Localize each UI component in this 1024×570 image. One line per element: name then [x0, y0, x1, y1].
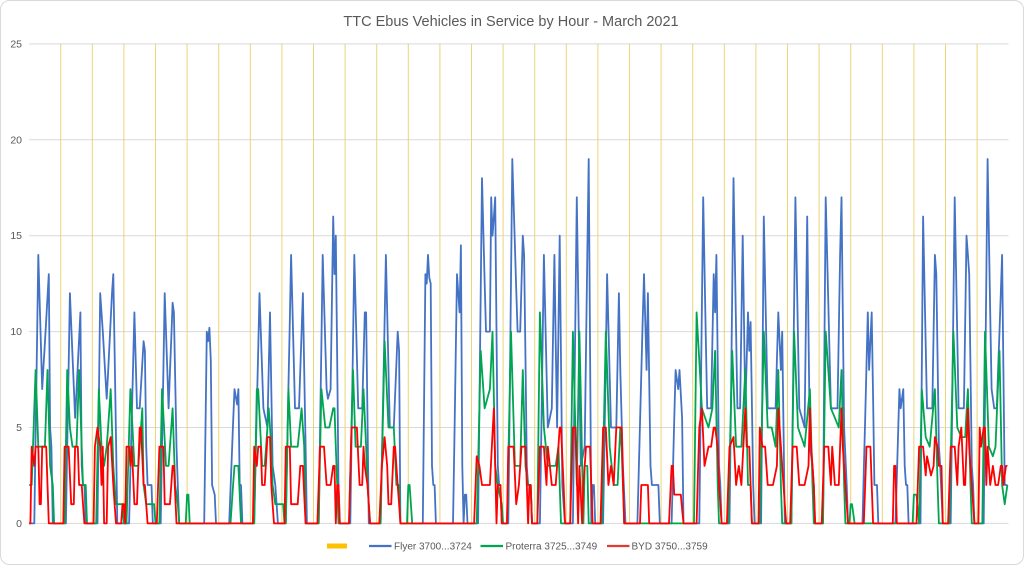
svg-text:BYD 3750...3759: BYD 3750...3759 [632, 542, 709, 553]
svg-text:15: 15 [10, 230, 22, 242]
svg-text:25: 25 [10, 38, 22, 50]
svg-text:0: 0 [16, 518, 22, 530]
svg-text:5: 5 [16, 422, 22, 434]
svg-text:20: 20 [10, 134, 22, 146]
svg-text:TTC Ebus Vehicles in Service b: TTC Ebus Vehicles in Service by Hour - M… [343, 14, 678, 30]
svg-text:Flyer 3700...3724: Flyer 3700...3724 [394, 542, 472, 553]
svg-text:10: 10 [10, 326, 22, 338]
svg-text:Proterra 3725...3749: Proterra 3725...3749 [506, 542, 598, 553]
